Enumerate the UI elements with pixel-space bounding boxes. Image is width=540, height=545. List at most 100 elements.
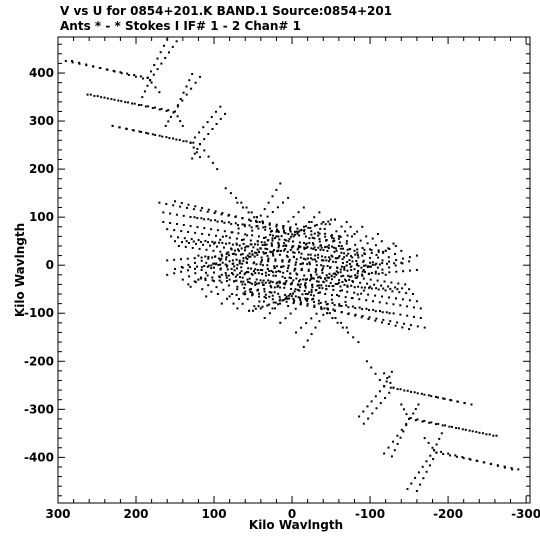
data-point xyxy=(211,128,214,130)
data-point xyxy=(263,295,266,298)
data-point xyxy=(313,300,315,303)
data-point xyxy=(294,233,296,236)
data-point xyxy=(261,269,264,272)
data-point xyxy=(380,240,383,243)
data-point xyxy=(301,262,304,265)
data-point xyxy=(209,244,211,247)
data-point xyxy=(203,227,206,230)
data-point xyxy=(386,262,388,265)
data-point xyxy=(289,228,291,231)
data-point xyxy=(230,267,233,270)
data-point xyxy=(169,212,172,215)
data-point xyxy=(241,302,244,305)
data-point xyxy=(401,262,404,265)
data-point xyxy=(346,285,349,288)
data-point xyxy=(354,243,357,246)
data-point xyxy=(388,266,391,269)
data-point xyxy=(324,235,327,238)
data-point xyxy=(187,269,189,272)
data-point xyxy=(132,129,135,132)
data-point xyxy=(276,281,279,284)
data-point xyxy=(402,257,404,260)
data-point xyxy=(295,331,297,334)
data-point xyxy=(317,280,320,283)
data-point xyxy=(241,262,244,265)
data-point xyxy=(318,211,321,214)
data-point xyxy=(249,255,252,258)
data-point xyxy=(285,239,288,242)
data-point xyxy=(242,238,245,241)
data-point xyxy=(332,308,335,311)
data-point xyxy=(390,281,393,284)
data-point xyxy=(408,288,411,291)
data-point xyxy=(179,120,182,123)
data-point xyxy=(194,281,197,284)
data-point xyxy=(254,307,257,310)
data-point xyxy=(165,203,168,205)
data-point xyxy=(394,245,397,247)
data-point xyxy=(324,246,327,249)
data-point xyxy=(254,272,257,275)
data-point xyxy=(436,396,439,399)
data-point xyxy=(142,77,144,80)
data-point xyxy=(375,407,378,410)
data-point xyxy=(261,259,263,262)
data-point xyxy=(295,261,298,264)
data-point xyxy=(366,405,369,408)
data-point xyxy=(310,277,313,280)
data-point xyxy=(353,268,356,271)
data-point xyxy=(219,259,222,262)
data-point xyxy=(471,430,474,433)
data-point xyxy=(279,321,282,324)
data-point xyxy=(329,267,331,269)
data-point xyxy=(318,240,321,243)
data-point xyxy=(227,221,230,224)
data-point xyxy=(347,274,350,277)
data-point xyxy=(249,219,252,222)
data-point xyxy=(255,221,258,223)
data-point xyxy=(298,296,301,299)
data-point xyxy=(189,225,192,228)
data-point xyxy=(303,232,306,235)
data-point xyxy=(454,454,457,457)
data-point xyxy=(401,287,404,290)
data-point xyxy=(203,265,206,267)
data-point xyxy=(313,237,316,240)
data-point xyxy=(263,317,266,319)
data-point xyxy=(463,402,466,404)
data-point xyxy=(264,236,267,239)
data-point xyxy=(419,307,422,310)
data-point xyxy=(254,251,256,254)
data-point xyxy=(262,226,265,229)
data-point xyxy=(389,287,392,290)
data-point xyxy=(358,415,361,418)
data-point xyxy=(304,258,307,261)
data-point xyxy=(100,96,103,99)
data-point xyxy=(219,263,222,266)
data-point xyxy=(414,419,417,422)
data-point xyxy=(292,292,294,295)
data-point xyxy=(271,239,274,242)
data-point xyxy=(340,321,343,324)
data-point xyxy=(206,121,209,124)
data-point xyxy=(356,254,359,257)
data-point xyxy=(244,290,247,293)
data-point xyxy=(297,211,300,214)
data-point xyxy=(317,299,320,302)
data-point xyxy=(196,226,199,229)
data-point xyxy=(283,242,285,245)
data-point xyxy=(345,304,348,307)
data-point xyxy=(238,298,240,300)
data-point xyxy=(313,258,316,261)
data-point xyxy=(322,265,325,268)
data-point xyxy=(279,249,282,252)
data-point xyxy=(412,293,414,295)
data-point xyxy=(271,211,274,213)
data-point xyxy=(357,341,360,344)
data-point xyxy=(287,220,290,223)
data-point xyxy=(310,293,313,296)
data-point xyxy=(449,454,451,457)
data-point xyxy=(288,237,291,240)
data-point xyxy=(163,44,165,47)
data-point xyxy=(294,307,297,310)
